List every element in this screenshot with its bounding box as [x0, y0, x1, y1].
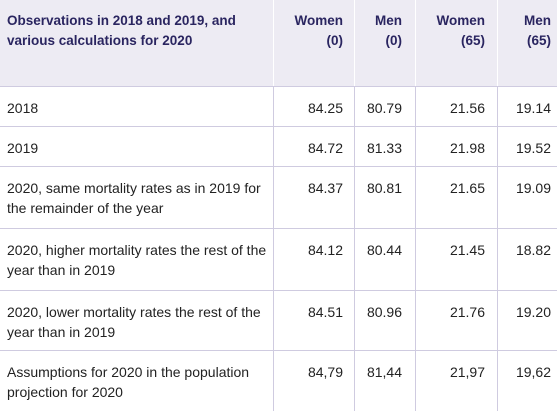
table-row: 2020, same mortality rates as in 2019 fo… — [0, 166, 557, 228]
cell-women-65: 21.45 — [415, 229, 497, 290]
table-row: 2020, lower mortality rates the rest of … — [0, 290, 557, 350]
cell-women-0: 84.51 — [273, 291, 354, 350]
header-men-65: Men (65) — [497, 0, 557, 86]
cell-women-0: 84.12 — [273, 229, 354, 290]
table-row: 2020, higher mortality rates the rest of… — [0, 228, 557, 290]
cell-men-65: 19.52 — [497, 127, 557, 166]
header-women-65-label: Women — [436, 13, 485, 28]
table-row: Assumptions for 2020 in the population p… — [0, 350, 557, 411]
row-label: 2018 — [7, 100, 39, 116]
cell-men-65: 19.20 — [497, 291, 557, 350]
cell-women-65: 21.65 — [415, 167, 497, 228]
row-label: 2020, higher mortality rates the rest of… — [7, 242, 267, 278]
header-men-0-label: Men — [375, 13, 402, 28]
cell-men-0: 80.81 — [354, 167, 415, 228]
header-women-0-age: (0) — [326, 33, 344, 48]
cell-men-65: 19,62 — [497, 351, 557, 411]
cell-women-65: 21.98 — [415, 127, 497, 166]
header-women-65-age: (65) — [460, 33, 485, 48]
cell-men-0: 81.33 — [354, 127, 415, 166]
cell-men-0: 80.44 — [354, 229, 415, 290]
cell-men-65: 19.09 — [497, 167, 557, 228]
row-label: 2020, same mortality rates as in 2019 fo… — [7, 180, 261, 216]
cell-women-0: 84.72 — [273, 127, 354, 166]
row-label: 2019 — [7, 140, 39, 156]
cell-women-0: 84.25 — [273, 87, 354, 126]
cell-women-65: 21.76 — [415, 291, 497, 350]
header-description: Observations in 2018 and 2019, and vario… — [7, 13, 236, 48]
cell-men-0: 80.79 — [354, 87, 415, 126]
cell-men-0: 80.96 — [354, 291, 415, 350]
cell-men-65: 18.82 — [497, 229, 557, 290]
cell-women-0: 84,79 — [273, 351, 354, 411]
cell-women-65: 21,97 — [415, 351, 497, 411]
header-women-0-label: Women — [294, 13, 343, 28]
cell-men-65: 19.14 — [497, 87, 557, 126]
header-men-65-label: Men — [524, 13, 551, 28]
header-women-65: Women (65) — [415, 0, 497, 86]
table-row: 2018 84.25 80.79 21.56 19.14 — [0, 86, 557, 126]
table-header-row: Observations in 2018 and 2019, and vario… — [0, 0, 557, 86]
cell-women-0: 84.37 — [273, 167, 354, 228]
cell-men-0: 81,44 — [354, 351, 415, 411]
row-label: 2020, lower mortality rates the rest of … — [7, 304, 261, 340]
table-row: 2019 84.72 81.33 21.98 19.52 — [0, 126, 557, 166]
header-women-0: Women (0) — [273, 0, 354, 86]
row-label: Assumptions for 2020 in the population p… — [7, 364, 250, 400]
header-men-0: Men (0) — [354, 0, 415, 86]
header-men-0-age: (0) — [385, 33, 403, 48]
header-men-65-age: (65) — [526, 33, 551, 48]
cell-women-65: 21.56 — [415, 87, 497, 126]
